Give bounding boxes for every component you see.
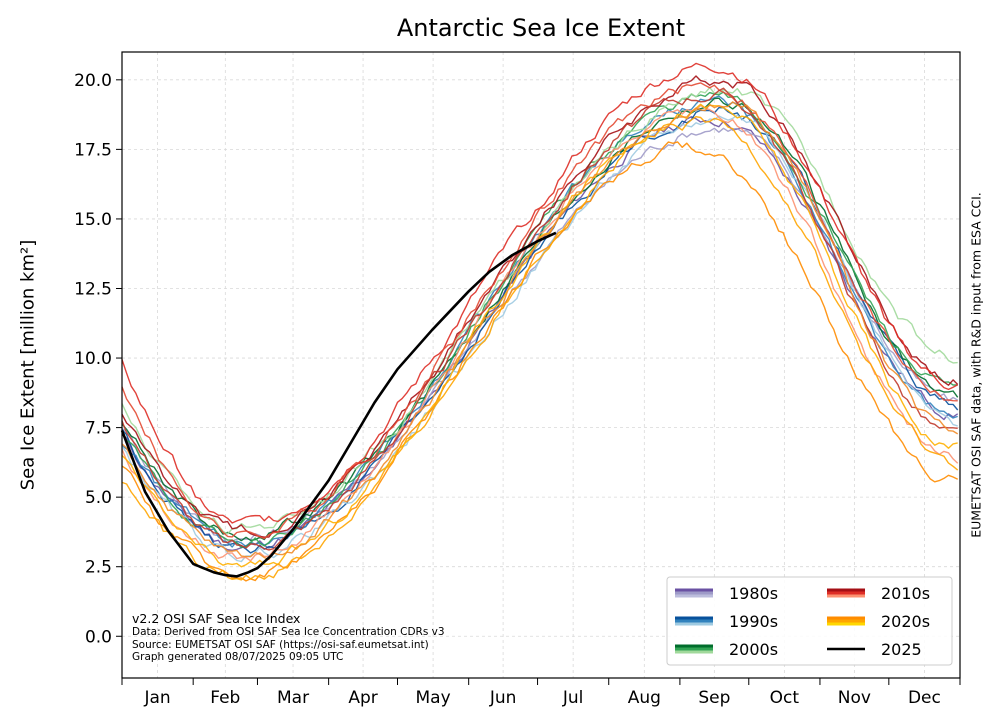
series-line-1990s [121,95,958,548]
series-line-2020s [121,141,959,582]
x-tick-label: Aug [628,688,661,708]
series-line-2010s [121,104,959,562]
y-tick-label: 0.0 [85,627,112,647]
info-data-line: Data: Derived from OSI SAF Sea Ice Conce… [132,626,445,638]
series-line-2000s [121,97,959,542]
legend-label-2025: 2025 [881,640,922,659]
plot-frame [121,51,961,679]
series-line-1980s [121,115,959,551]
series-line-1980s [121,127,959,544]
legend-box [666,576,953,666]
y-tick-label: 2.5 [85,558,112,578]
series-line-2000s [121,86,958,535]
y-tick-label: 17.5 [74,140,112,160]
y-tick-label: 12.5 [74,279,112,299]
series-line-2010s [121,82,958,540]
legend-label-1980s: 1980s [729,584,778,603]
series-line-2010s [121,75,959,538]
series-line-2000s [121,91,958,549]
x-tick-label: Sep [698,688,730,708]
x-tick-label: Jan [143,688,170,708]
side-note: EUMETSAT OSI SAF data, with R&D input fr… [968,192,984,538]
x-tick-label: Feb [210,688,240,708]
x-tick-label: Mar [277,688,309,708]
series-line-2020s [121,115,959,581]
info-version: v2.2 OSI SAF Sea Ice Index [132,611,301,626]
legend-label-2000s: 2000s [729,640,778,659]
y-tick-label: 7.5 [85,419,112,439]
series-line-2020s [121,103,958,568]
side-note-wrap: EUMETSAT OSI SAF data, with R&D input fr… [966,52,986,678]
y-tick-label: 15.0 [74,210,112,230]
info-block: v2.2 OSI SAF Sea Ice Index Data: Derived… [132,611,445,664]
series-line-1990s [121,114,958,563]
legend-label-2020s: 2020s [881,612,930,631]
series-line-2010s [121,87,958,551]
x-tick-label: Dec [908,688,941,708]
y-tick-label: 20.0 [74,71,112,91]
chart-title: Antarctic Sea Ice Extent [396,14,686,42]
legend-label-2010s: 2010s [881,584,930,603]
x-tick-label: Apr [348,688,377,708]
series-line-2020s [121,101,959,561]
x-tick-label: Oct [770,688,800,708]
y-tick-label: 5.0 [85,488,112,508]
series-line-2025 [120,231,557,578]
series-line-1990s [121,106,959,554]
x-tick-label: Jul [562,688,584,708]
x-tick-label: May [416,688,451,708]
info-generated-line: Graph generated 08/07/2025 09:05 UTC [132,651,344,663]
x-tick-label: Jun [489,688,517,708]
x-tick-label: Nov [838,688,871,708]
y-tick-label: 10.0 [74,349,112,369]
info-source-line: Source: EUMETSAT OSI SAF (https://osi-sa… [132,638,429,651]
legend-label-1990s: 1990s [729,612,778,631]
